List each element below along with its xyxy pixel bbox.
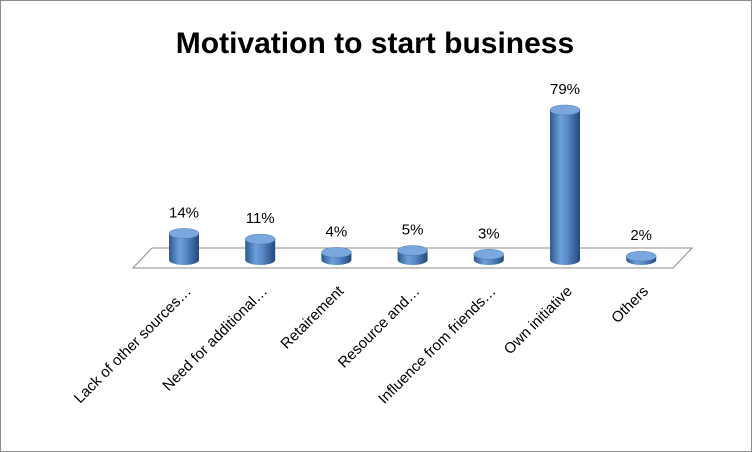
data-label: 11% bbox=[246, 210, 275, 227]
bar-top bbox=[321, 247, 352, 258]
bar-top bbox=[397, 245, 428, 256]
bar-body bbox=[245, 239, 276, 265]
chart-title: Motivation to start business bbox=[176, 27, 574, 60]
data-label: 3% bbox=[478, 225, 500, 242]
data-label: 14% bbox=[169, 204, 199, 221]
data-label: 5% bbox=[402, 221, 424, 238]
bar-body bbox=[550, 110, 580, 265]
bar-body bbox=[169, 233, 199, 265]
bar-top bbox=[473, 249, 505, 260]
data-label: 79% bbox=[550, 81, 580, 98]
bar-top bbox=[244, 233, 276, 245]
data-label: 4% bbox=[326, 223, 348, 240]
bar-top bbox=[168, 228, 200, 239]
bar-top bbox=[625, 250, 657, 262]
bar-top bbox=[549, 104, 581, 116]
data-label: 2% bbox=[630, 227, 652, 244]
